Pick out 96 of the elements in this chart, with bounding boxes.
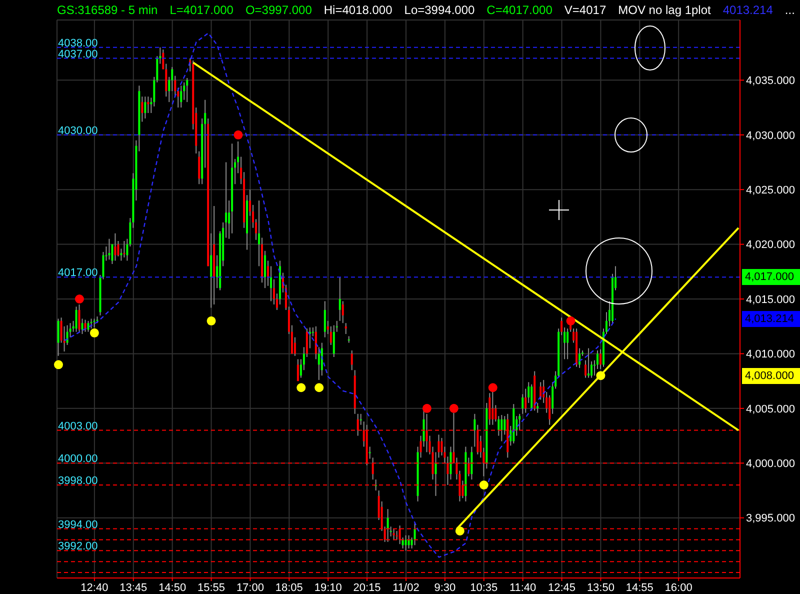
y-tick-label: 4,030.000 [746, 130, 795, 142]
x-tick-label: 18:05 [275, 582, 303, 594]
ref-line-label: 4030.00 [58, 124, 98, 137]
candlestick [408, 534, 410, 549]
text: 4,017.000 [742, 269, 800, 286]
x-tick-label: 13:50 [586, 582, 614, 594]
text: O=3997.000 [245, 3, 312, 17]
candlestick [296, 358, 299, 382]
point [422, 404, 432, 413]
candlestick [500, 414, 503, 442]
point [566, 316, 576, 326]
candlestick [57, 318, 60, 356]
text: ... [784, 3, 795, 17]
candlestick [438, 434, 440, 458]
x-tick-label: 9:30 [434, 582, 456, 594]
point [206, 316, 216, 326]
chart-title: GS:316589 - 5 min [57, 3, 158, 17]
x-tick-label: 15:55 [198, 582, 226, 594]
candlestick [186, 77, 188, 103]
candlestick [470, 446, 473, 480]
candlestick [540, 382, 542, 400]
candlestick [504, 416, 506, 436]
candlestick [264, 250, 266, 289]
x-tick-label: 11:40 [509, 582, 536, 594]
text: C=4017.000 [486, 3, 552, 17]
x-tick-label: 11/02 [392, 582, 420, 594]
x-tick-label: 10:35 [470, 582, 498, 594]
y-tick-label: 4,035.000 [746, 75, 795, 88]
candlestick [348, 336, 350, 344]
candlestick [578, 348, 581, 368]
x-tick-label: 13:45 [120, 582, 148, 594]
text: Lo=3994.000 [404, 3, 475, 17]
candlestick [368, 446, 371, 460]
ref-line-label: 4000.00 [58, 453, 98, 466]
candlestick [522, 394, 524, 414]
candlestick [210, 232, 212, 308]
y-tick-label: 4,010.000 [746, 348, 795, 361]
ref-line-label: 4017.00 [58, 267, 98, 280]
candlestick [536, 402, 539, 414]
text: V=4017 [564, 3, 606, 17]
point [74, 294, 84, 304]
y-tick-label: 4,000.000 [746, 458, 795, 470]
x-tick-label: 17:00 [236, 582, 264, 594]
candlestick [404, 534, 407, 552]
ref-line-label: 4003.00 [58, 420, 98, 432]
candlestick [198, 150, 200, 185]
y-tick-label: 3,995.000 [746, 512, 795, 525]
x-tick-label: 19:10 [314, 582, 342, 594]
candlestick [360, 413, 362, 426]
candlestick [87, 320, 90, 332]
ref-line-label: 3994.00 [58, 518, 98, 531]
candlestick [338, 276, 341, 322]
text: Hi=4018.000 [324, 3, 392, 17]
candlestick [324, 300, 326, 338]
y-tick-label: 4,020.000 [746, 239, 795, 252]
ref-line-label: 4038.00 [58, 37, 98, 50]
point [296, 383, 306, 392]
point [54, 360, 63, 370]
y-tick-label: 4,015.000 [746, 294, 795, 306]
x-tick-label: 12:45 [548, 582, 576, 594]
candlestick [600, 348, 602, 370]
text: 4,013.214 [742, 310, 800, 327]
x-tick-label: 12:40 [80, 582, 108, 594]
candlestick [320, 342, 323, 376]
candlestick [350, 350, 353, 371]
point [234, 130, 243, 140]
x-tick-label: 14:50 [158, 582, 186, 594]
x-tick-label: 16:00 [664, 582, 692, 594]
candlestick [75, 306, 78, 332]
ref-line-label: 4037.00 [58, 48, 98, 60]
text: 4013.214 [722, 3, 773, 17]
x-tick-label: 14:55 [626, 582, 654, 594]
point [488, 383, 498, 392]
point [90, 328, 99, 338]
candlestick [530, 384, 533, 412]
x-tick-label: 20:15 [353, 582, 381, 594]
candlestick [141, 96, 144, 122]
point [449, 404, 458, 413]
point [314, 383, 324, 392]
candlestick [144, 96, 146, 119]
y-tick-label: 4,005.000 [746, 403, 795, 416]
candlestick [114, 232, 116, 262]
candlestick [386, 508, 389, 542]
point [479, 480, 488, 490]
point [455, 526, 464, 536]
ref-line-label: 3998.00 [58, 475, 98, 487]
ref-line-label: 3992.00 [58, 540, 98, 553]
candlestick [81, 318, 84, 335]
y-tick-label: 4,025.000 [746, 184, 795, 196]
point [596, 371, 606, 380]
text: 4,008.000 [742, 368, 800, 384]
candlestick [180, 85, 182, 108]
candlestick [566, 328, 569, 360]
candlestick [332, 324, 335, 358]
text: L=4017.000 [170, 3, 234, 17]
text: MOV no lag 1plot [618, 3, 711, 17]
